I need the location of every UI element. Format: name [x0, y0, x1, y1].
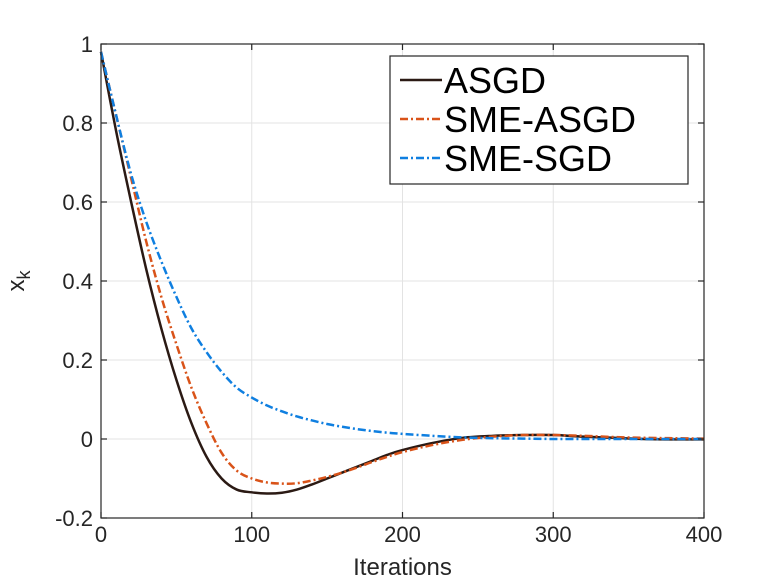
x-tick-label: 300	[535, 522, 572, 547]
y-tick-label: 0.4	[62, 269, 93, 294]
x-tick-label: 0	[95, 522, 107, 547]
series-line-sme-asgd	[99, 51, 705, 485]
y-tick-label: 0.6	[62, 190, 93, 215]
series-line-sme-sgd	[99, 51, 704, 441]
x-tick-label: 100	[233, 522, 270, 547]
legend-label: ASGD	[444, 60, 546, 101]
y-tick-label: 1	[81, 32, 93, 57]
y-axis-label-main: x	[3, 280, 30, 292]
x-axis-ticks: 0 100 200 300 400	[95, 44, 722, 547]
legend-label: SME-SGD	[444, 138, 612, 179]
legend-label: SME-ASGD	[444, 99, 636, 140]
y-axis-ticks: -0.2 0 0.2 0.4 0.6 0.8 1	[55, 32, 704, 531]
y-tick-label: -0.2	[55, 506, 93, 531]
x-axis-label: Iterations	[353, 554, 452, 581]
y-tick-label: 0.2	[62, 348, 93, 373]
series-layer	[99, 51, 705, 495]
x-tick-label: 200	[384, 522, 421, 547]
y-axis-label: xk	[3, 270, 34, 292]
y-axis-label-group: xk	[3, 270, 34, 292]
y-axis-label-subscript: k	[14, 270, 34, 280]
y-tick-label: 0.8	[62, 111, 93, 136]
y-tick-label: 0	[81, 427, 93, 452]
x-tick-label: 400	[686, 522, 723, 547]
